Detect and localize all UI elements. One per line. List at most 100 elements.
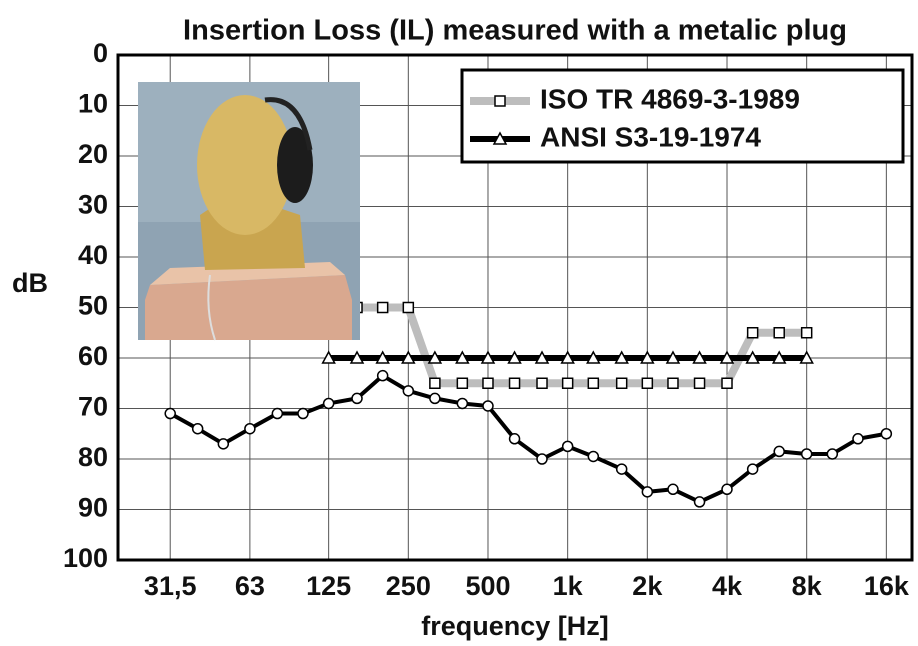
- triangle-marker: [745, 350, 760, 364]
- square-marker: [508, 377, 521, 389]
- y-tick-label: 40: [78, 240, 108, 270]
- photo-headband: [264, 97, 313, 151]
- y-tick-label: 100: [63, 543, 108, 573]
- triangle-marker: [401, 350, 416, 364]
- square-marker: [667, 377, 679, 389]
- circle-marker: [402, 385, 415, 397]
- plot-marks: [164, 301, 893, 508]
- y-tick-label: 90: [78, 493, 108, 523]
- triangle-marker: [427, 350, 443, 364]
- circle-marker: [826, 448, 839, 460]
- circle-marker: [508, 433, 521, 445]
- square-marker: [587, 377, 600, 389]
- triangle-marker: [614, 350, 629, 364]
- circle-marker: [217, 438, 230, 450]
- x-tick-label: 1k: [553, 571, 584, 601]
- x-tick-label: 31,5: [144, 571, 197, 601]
- y-tick-label: 0: [93, 38, 108, 68]
- photo-cable: [207, 274, 216, 341]
- square-marker: [746, 327, 759, 339]
- circle-marker: [351, 392, 363, 405]
- circle-marker: [667, 483, 679, 496]
- y-tick-label: 50: [78, 291, 108, 321]
- circle-marker: [615, 463, 628, 475]
- triangle-marker: [455, 350, 470, 364]
- circle-marker: [456, 397, 469, 410]
- square-marker: [561, 377, 574, 389]
- circle-marker: [773, 445, 785, 458]
- square-marker: [376, 301, 389, 314]
- circle-marker: [322, 397, 335, 410]
- circle-marker: [852, 433, 864, 445]
- circle-marker: [429, 392, 441, 405]
- x-tick-label: 4k: [712, 571, 743, 601]
- circle-marker: [536, 453, 548, 465]
- square-marker: [693, 377, 706, 389]
- plot-frame: [116, 53, 914, 562]
- square-marker: [615, 377, 628, 389]
- triangle-marker: [349, 350, 365, 364]
- triangle-marker: [507, 350, 522, 364]
- circle-marker: [482, 400, 494, 412]
- circle-marker: [244, 422, 256, 435]
- series-line: [169, 373, 887, 504]
- square-marker: [482, 377, 494, 389]
- legend-label: ISO TR 4869-3-1989: [540, 83, 800, 114]
- photo-earmuff: [277, 127, 313, 203]
- circle-marker: [641, 486, 654, 498]
- triangle-marker: [799, 350, 814, 364]
- circle-marker: [880, 428, 893, 440]
- circle-marker: [191, 422, 204, 435]
- x-tick-label: 500: [465, 571, 510, 601]
- legend-label: ANSI S3-19-1974: [540, 121, 761, 152]
- square-marker: [800, 327, 813, 339]
- triangle-marker: [321, 350, 336, 364]
- circle-marker: [721, 483, 733, 496]
- x-tick-label: 8k: [792, 571, 823, 601]
- legend: ISO TR 4869-3-1989 ANSI S3-19-1974: [460, 68, 905, 164]
- triangle-marker: [375, 350, 390, 364]
- photo: [138, 82, 360, 341]
- circle-marker: [693, 496, 706, 508]
- circle-marker: [746, 463, 759, 475]
- triangle-marker: [640, 350, 655, 364]
- y-axis-label: dB: [12, 268, 48, 298]
- x-tick-label: 16k: [864, 571, 910, 601]
- triangle-marker: [719, 350, 735, 364]
- square-marker: [536, 377, 548, 389]
- square-marker: [641, 377, 654, 389]
- square-marker: [721, 377, 733, 389]
- y-tick-label: 10: [78, 89, 108, 119]
- circle-marker: [164, 407, 176, 420]
- y-tick-label: 60: [78, 341, 108, 371]
- square-marker: [456, 377, 469, 389]
- triangle-marker: [771, 350, 787, 364]
- x-tick-label: 2k: [632, 571, 663, 601]
- y-tick-label: 80: [78, 442, 108, 472]
- x-tick-label: 63: [235, 571, 265, 601]
- y-tick-label: 70: [78, 392, 108, 422]
- x-axis-label: frequency [Hz]: [421, 611, 609, 641]
- x-tick-label: 125: [306, 571, 351, 601]
- circle-marker: [561, 440, 574, 453]
- y-tick-label: 30: [78, 190, 108, 220]
- square-marker: [402, 301, 415, 314]
- circle-marker: [297, 407, 309, 420]
- square-marker: [773, 327, 785, 339]
- photo-base: [145, 275, 352, 340]
- square-marker: [429, 377, 441, 389]
- legend-box: [460, 68, 905, 164]
- circle-marker: [376, 369, 389, 382]
- circle-marker: [587, 450, 600, 463]
- photo-head: [197, 95, 293, 235]
- triangle-marker: [586, 350, 601, 364]
- triangle-marker: [534, 350, 550, 364]
- circle-marker: [800, 448, 813, 460]
- legend-marker: [492, 131, 508, 145]
- circle-marker: [271, 407, 284, 420]
- triangle-marker: [692, 350, 707, 364]
- triangle-marker: [560, 350, 575, 364]
- legend-marker: [494, 95, 506, 107]
- chart-title: Insertion Loss (IL) measured with a meta…: [183, 15, 847, 47]
